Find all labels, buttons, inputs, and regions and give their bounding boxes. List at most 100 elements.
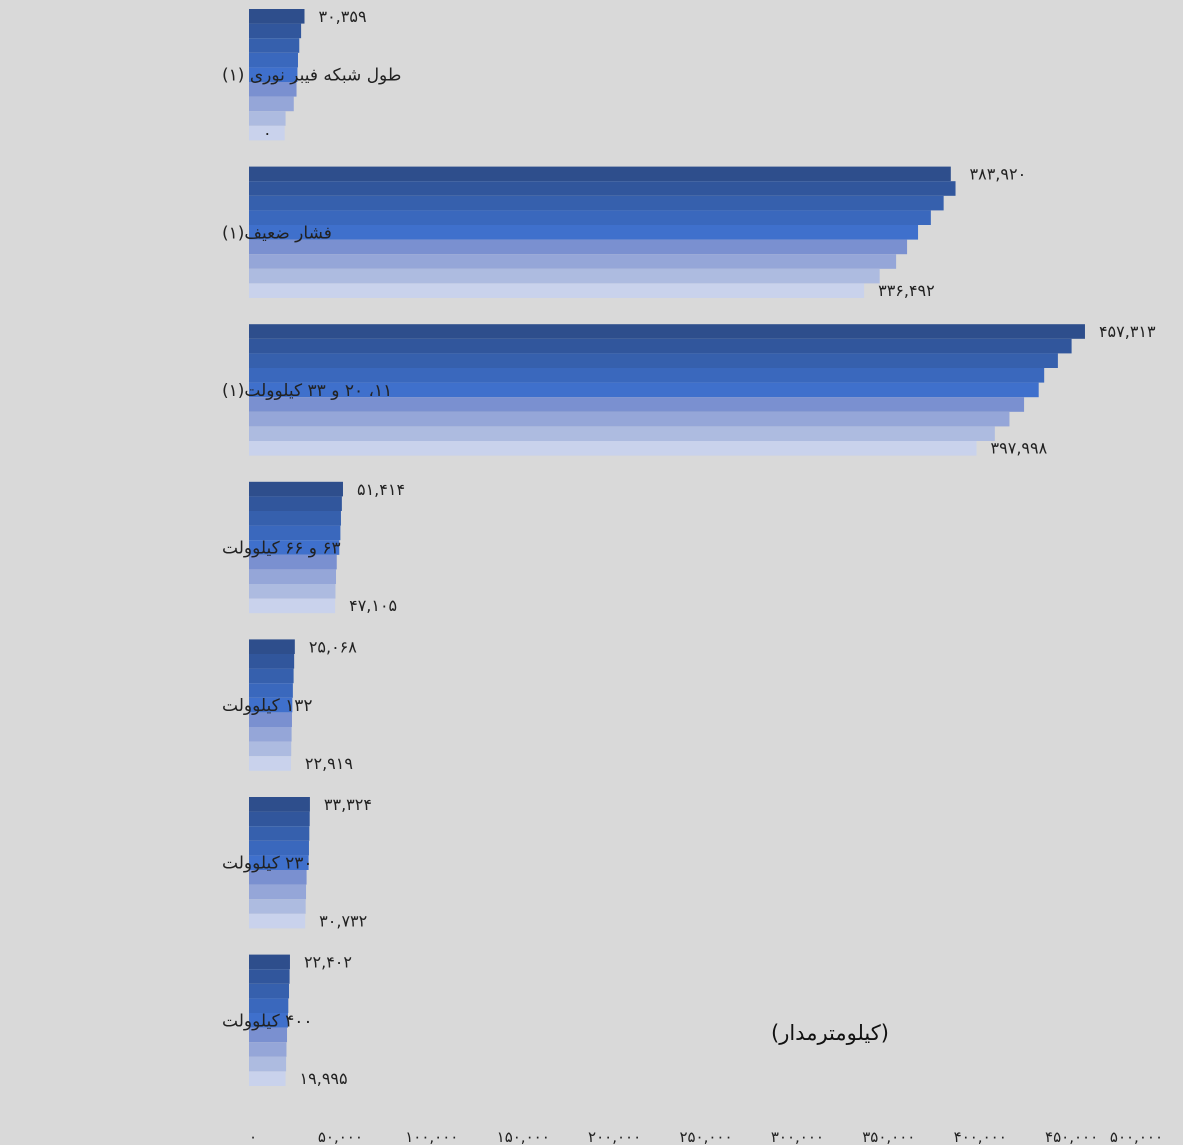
bar	[249, 38, 300, 53]
bar	[249, 338, 1072, 354]
bar	[249, 826, 310, 841]
data-label-bottom: ۳۳۶,۴۹۲	[878, 281, 935, 300]
x-tick-label: ۴۵۰,۰۰۰	[1045, 1128, 1098, 1145]
bar	[249, 225, 919, 240]
bar	[249, 411, 1010, 427]
bar-group	[249, 797, 310, 929]
bar	[249, 899, 306, 914]
bar	[249, 998, 289, 1013]
bar	[249, 283, 865, 298]
bar	[249, 254, 897, 269]
bar	[249, 840, 309, 856]
bar	[249, 668, 294, 684]
bar	[249, 496, 342, 511]
category-label: طول شبکه فیبر نوری (۱)	[222, 66, 401, 86]
unit-label: (کیلومترمدار)	[771, 1021, 889, 1045]
data-label-top: ۴۵۷,۳۱۳	[1099, 322, 1156, 341]
bar	[249, 1056, 287, 1072]
bar	[249, 67, 298, 82]
x-tick-label: ۱۰۰,۰۰۰	[405, 1128, 458, 1145]
category-label: ۴۰۰ کیلوولت	[222, 1011, 313, 1031]
bar	[249, 654, 295, 669]
bar	[249, 683, 293, 698]
x-tick-label: ۵۰۰,۰۰۰	[1110, 1128, 1163, 1145]
bar	[249, 324, 1085, 339]
bar	[249, 9, 305, 24]
x-tick-label: ۳۰۰,۰۰۰	[771, 1128, 824, 1145]
bar	[249, 584, 336, 599]
bar-group	[249, 166, 956, 298]
data-label-bottom: ۳۰,۷۳۲	[319, 911, 367, 930]
category-label: ۱۱، ۲۰ و ۳۳ کیلوولت(۱)	[222, 381, 392, 401]
bar	[249, 368, 1045, 383]
bar	[249, 210, 931, 225]
bar-group	[249, 639, 295, 771]
x-tick-label: ۰	[249, 1128, 257, 1145]
data-label-bottom: ۲۲,۹۱۹	[305, 754, 353, 773]
bar	[249, 983, 290, 999]
bar	[249, 166, 951, 182]
bar	[249, 481, 343, 497]
bar	[249, 96, 294, 112]
x-tick-label: ۱۵۰,۰۰۰	[497, 1128, 550, 1145]
bar	[249, 969, 290, 984]
category-label: فشار ضعیف(۱)	[222, 223, 332, 243]
bars-layer	[249, 9, 1085, 1086]
bar	[249, 1042, 287, 1057]
bar	[249, 540, 340, 555]
category-labels: طول شبکه فیبر نوری (۱) فشار ضعیف(۱) ۱۱، ۲۰…	[222, 66, 401, 1032]
data-label-bottom: ۴۷,۱۰۵	[349, 596, 397, 615]
bar	[249, 954, 290, 970]
bar	[249, 23, 302, 39]
bar	[249, 82, 297, 97]
data-label-bottom: ۳۹۷,۹۹۸	[991, 439, 1048, 458]
category-label: ۶۳ و ۶۶ کیلوولت	[222, 539, 341, 559]
data-label-top: ۲۲,۴۰۲	[304, 953, 352, 972]
bar	[249, 1027, 288, 1043]
bar	[249, 554, 337, 570]
bar	[249, 697, 293, 713]
bar	[249, 1013, 288, 1028]
x-axis-ticks: ۰ ۵۰,۰۰۰ ۱۰۰,۰۰۰ ۱۵۰,۰۰۰ ۲۰۰,۰۰۰ ۲۵۰,۰۰۰ ۳۰۰,۰…	[249, 1128, 1163, 1145]
bar	[249, 397, 1025, 412]
bar	[249, 639, 295, 654]
x-tick-label: ۳۵۰,۰۰۰	[862, 1128, 915, 1145]
bar	[249, 1071, 286, 1086]
bar	[249, 353, 1058, 368]
bar	[249, 855, 309, 870]
bar	[249, 727, 292, 742]
category-label: ۱۳۲ کیلوولت	[222, 696, 313, 716]
bar-group	[249, 954, 290, 1086]
bar	[249, 111, 286, 126]
bar	[249, 756, 291, 771]
data-label-top: ۲۵,۰۶۸	[309, 637, 357, 656]
bar	[249, 741, 292, 757]
x-tick-label: ۴۰۰,۰۰۰	[954, 1128, 1007, 1145]
bar	[249, 884, 307, 900]
bar	[249, 125, 285, 141]
bar	[249, 195, 944, 211]
x-tick-label: ۲۵۰,۰۰۰	[679, 1128, 732, 1145]
data-label-top: ۵۱,۴۱۴	[357, 480, 405, 499]
bar	[249, 797, 310, 812]
bar	[249, 239, 908, 255]
bar	[249, 712, 292, 727]
bar-group	[249, 9, 305, 141]
category-label: ۲۳۰ کیلوولت	[222, 854, 313, 874]
data-label-bottom: ۰	[263, 123, 272, 142]
bar	[249, 268, 880, 284]
bar	[249, 811, 310, 827]
bar-group	[249, 324, 1085, 456]
x-tick-label: ۲۰۰,۰۰۰	[588, 1128, 641, 1145]
bar	[249, 441, 977, 456]
bar	[249, 870, 307, 885]
data-labels: ۳۰,۳۵۹ ۰ ۳۸۳,۹۲۰ ۳۳۶,۴۹۲ ۴۵۷,۳۱۳ ۳۹۷,۹۹۸ ۵۱,۴۱…	[263, 7, 1156, 1088]
data-label-top: ۳۰,۳۵۹	[318, 7, 366, 26]
bar	[249, 569, 337, 584]
bar	[249, 598, 336, 614]
bar	[249, 511, 341, 526]
bar	[249, 525, 341, 541]
bar	[249, 382, 1039, 398]
data-label-top: ۳۸۳,۹۲۰	[970, 165, 1027, 184]
